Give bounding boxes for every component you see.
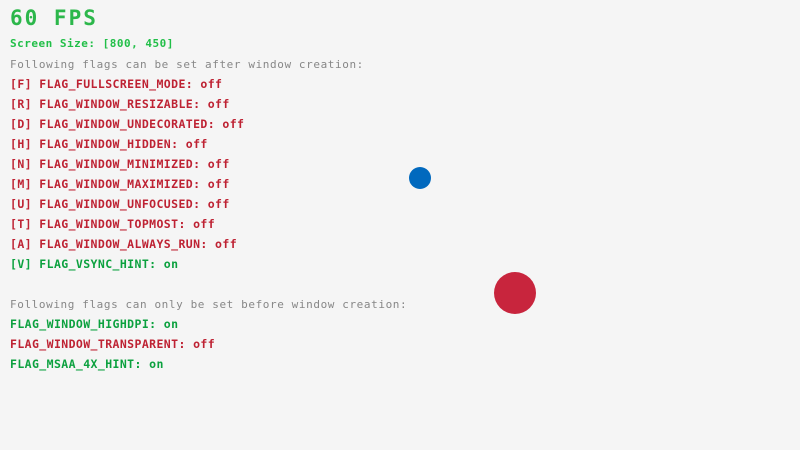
flag-line-flag-window-resizable[interactable]: [R] FLAG_WINDOW_RESIZABLE: off (10, 97, 230, 111)
flag-line-flag-window-undecorated[interactable]: [D] FLAG_WINDOW_UNDECORATED: off (10, 117, 245, 131)
flag-line-flag-window-transparent[interactable]: FLAG_WINDOW_TRANSPARENT: off (10, 337, 216, 351)
startup-flags-header: Following flags can only be set before w… (10, 298, 408, 311)
flag-line-flag-window-unfocused[interactable]: [U] FLAG_WINDOW_UNFOCUSED: off (10, 197, 230, 211)
runtime-flags-header: Following flags can be set after window … (10, 58, 364, 71)
fps-counter: 60 FPS (10, 6, 98, 30)
blue-circle-shape (409, 167, 431, 189)
red-circle-shape (494, 272, 536, 314)
flag-line-flag-window-always-run[interactable]: [A] FLAG_WINDOW_ALWAYS_RUN: off (10, 237, 238, 251)
flag-line-flag-window-maximized[interactable]: [M] FLAG_WINDOW_MAXIMIZED: off (10, 177, 230, 191)
flag-line-flag-window-highdpi[interactable]: FLAG_WINDOW_HIGHDPI: on (10, 317, 179, 331)
flag-line-flag-window-minimized[interactable]: [N] FLAG_WINDOW_MINIMIZED: off (10, 157, 230, 171)
flag-line-flag-msaa-4x-hint[interactable]: FLAG_MSAA_4X_HINT: on (10, 357, 164, 371)
flag-line-flag-vsync-hint[interactable]: [V] FLAG_VSYNC_HINT: on (10, 257, 179, 271)
flag-line-flag-fullscreen-mode[interactable]: [F] FLAG_FULLSCREEN_MODE: off (10, 77, 223, 91)
flag-line-flag-window-hidden[interactable]: [H] FLAG_WINDOW_HIDDEN: off (10, 137, 208, 151)
screen-size-label: Screen Size: [800, 450] (10, 37, 174, 50)
flag-line-flag-window-topmost[interactable]: [T] FLAG_WINDOW_TOPMOST: off (10, 217, 216, 231)
